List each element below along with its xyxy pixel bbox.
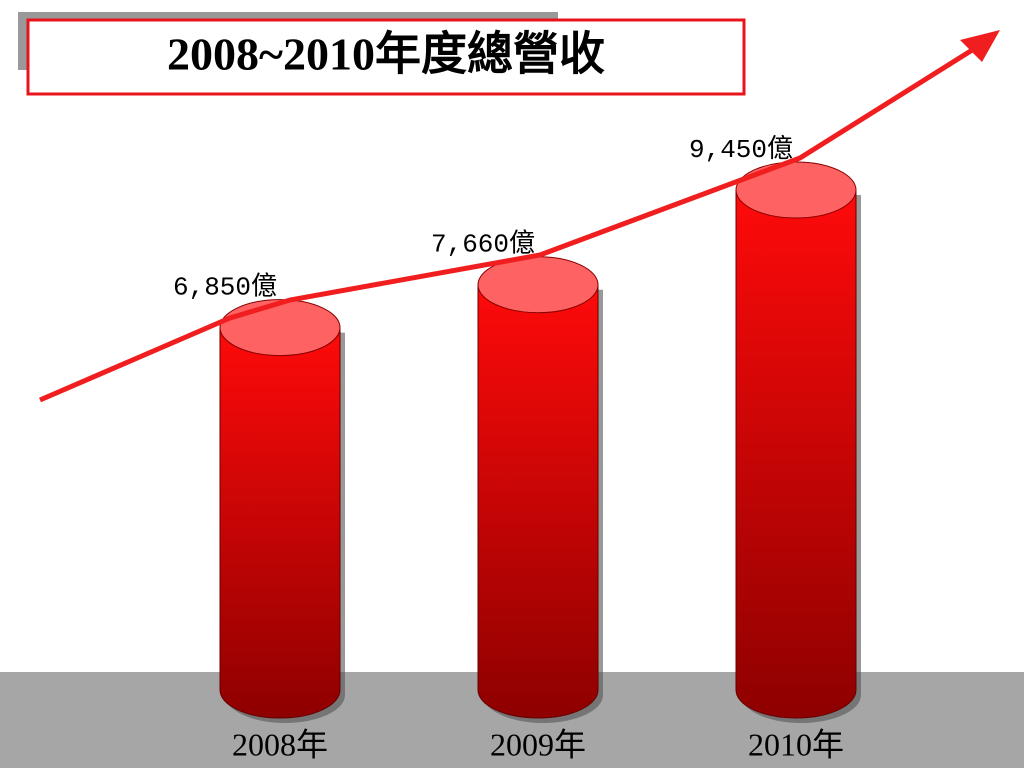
bar-top (735, 161, 857, 219)
bar-top (219, 299, 341, 357)
x-tick-label: 2009年 (490, 726, 586, 762)
value-label: 6,850億 (173, 271, 277, 302)
trend-line (39, 39, 987, 403)
bar (477, 284, 599, 719)
x-tick-label: 2010年 (748, 726, 844, 762)
trend-arrow (39, 30, 1000, 403)
bar (219, 327, 341, 719)
value-label: 7,660億 (431, 229, 535, 260)
arrow-head (960, 30, 1000, 62)
title-box (26, 18, 746, 96)
chart-title: 2008~2010年度總營收 (167, 29, 605, 80)
x-tick-label: 2008年 (232, 726, 328, 762)
value-label: 9,450億 (689, 134, 793, 165)
bar (735, 189, 857, 719)
bars (219, 161, 861, 723)
